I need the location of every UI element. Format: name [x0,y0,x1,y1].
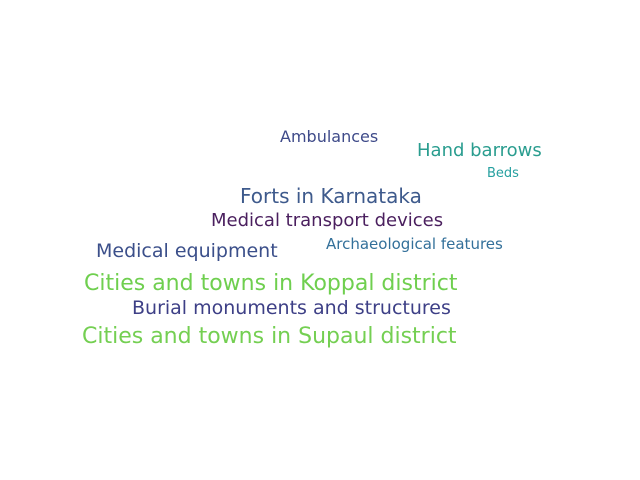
word-medical-equipment: Medical equipment [96,240,278,262]
word-burial-monuments: Burial monuments and structures [132,297,451,319]
word-beds: Beds [487,166,519,181]
word-cities-supaul: Cities and towns in Supaul district [82,324,457,349]
word-archaeological-features: Archaeological features [326,235,503,253]
word-ambulances: Ambulances [280,127,379,146]
word-cities-koppal: Cities and towns in Koppal district [84,271,458,296]
word-medical-transport-devices: Medical transport devices [211,210,444,231]
word-forts-in-karnataka: Forts in Karnataka [240,184,422,208]
word-hand-barrows: Hand barrows [417,140,542,161]
